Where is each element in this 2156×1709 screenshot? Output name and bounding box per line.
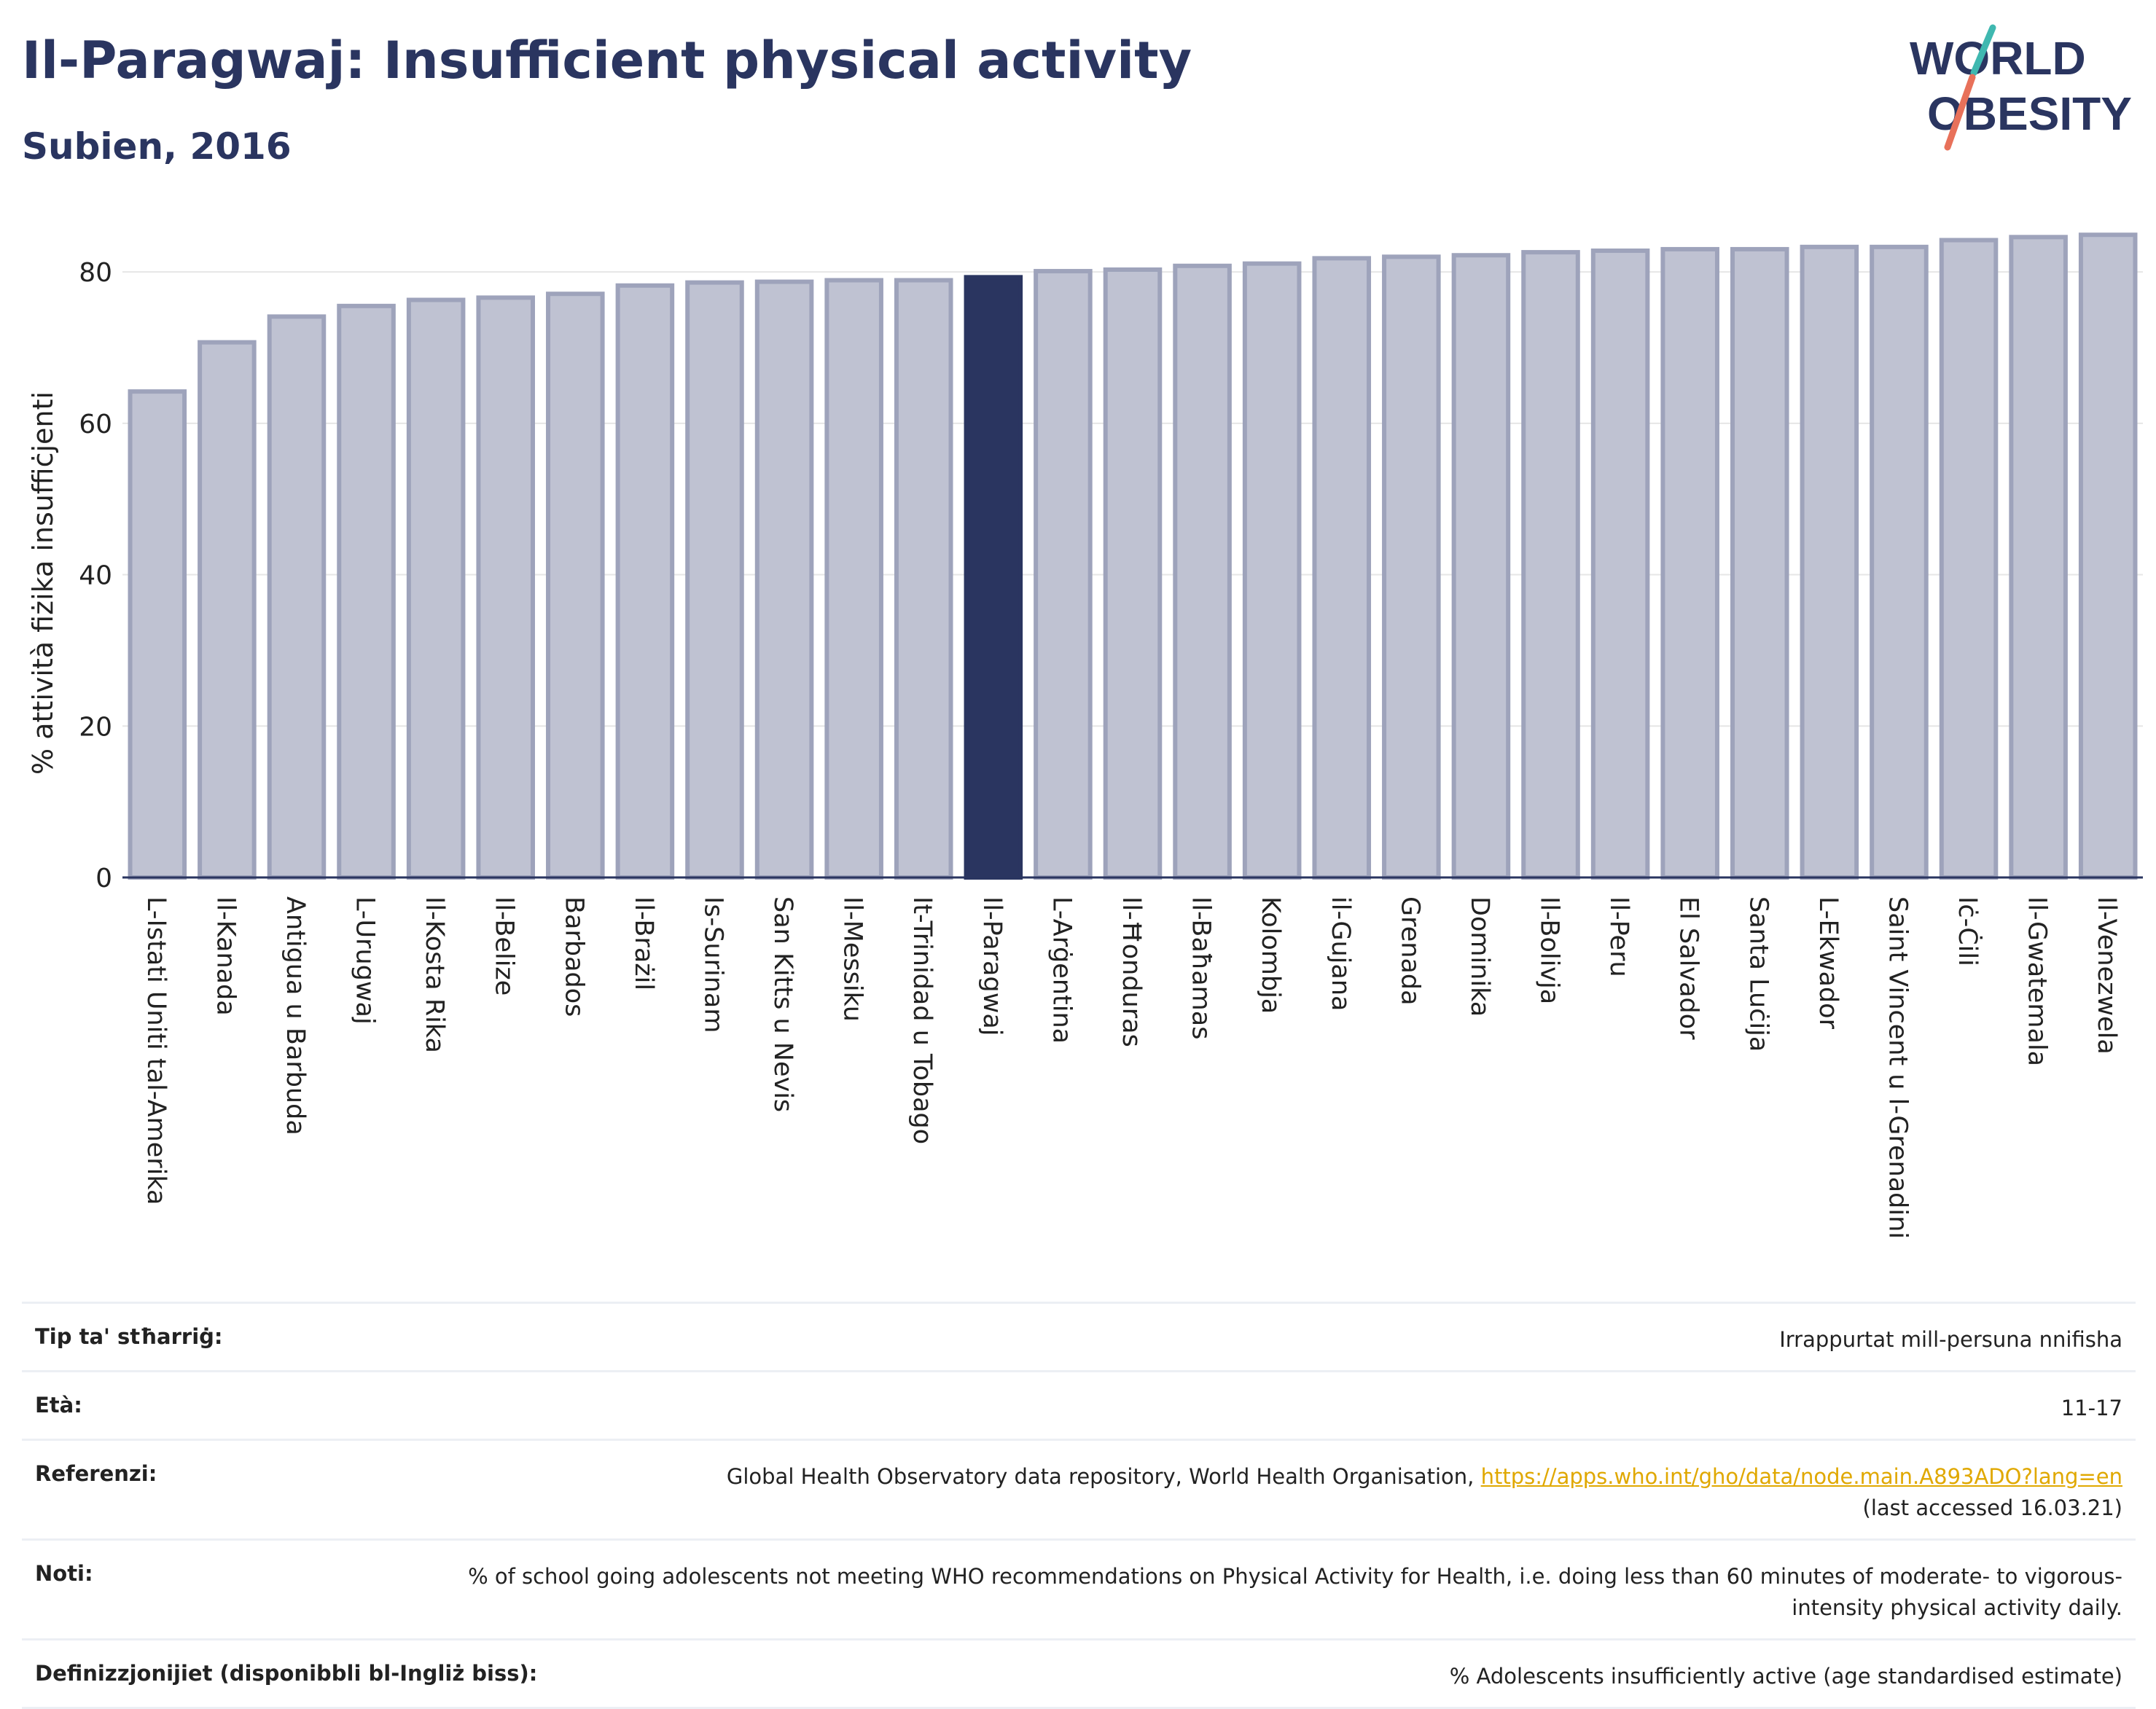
bar [1730,246,1789,880]
bar [2009,235,2068,880]
category-label: Barbados [559,896,588,1017]
bar [2078,232,2138,880]
bar [1312,256,1372,880]
category-label: L-Ekwador [1813,896,1843,1030]
category-label: Is-Surinam [698,896,727,1033]
page-subtitle: Subien, 2016 [22,125,292,168]
category-label: Il-Belize [490,896,519,996]
logo-slash-teal-icon [1970,24,1996,77]
y-axis-label: % attività fiżika insuffiċjenti [27,391,59,775]
category-label: Saint Vincent u l-Grenadini [1883,896,1912,1239]
bar [1800,244,1859,880]
bar-highlighted [964,275,1023,880]
bar [198,340,257,880]
meta-value: Global Health Observatory data repositor… [727,1461,2122,1524]
meta-label: Referenzi: [35,1461,157,1486]
meta-row-age: Età: 11-17 [22,1370,2136,1439]
y-tick-label: 80 [79,258,112,288]
bar [685,280,744,880]
y-tick-label: 20 [79,712,112,742]
bar [1660,246,1719,880]
logo-slash-coral-icon [1944,74,1976,151]
category-label: Iċ-Ċili [1953,896,1983,966]
category-label: Il-Brażil [629,896,658,990]
category-label: Il-Baħamas [1187,896,1216,1039]
category-label: Antigua u Barbuda [281,896,310,1135]
bar [1451,253,1511,880]
bar [754,279,814,880]
meta-label: Definizzjonijiet (disponibbli bl-Ingliż … [35,1661,538,1686]
bars [128,232,2138,880]
bar [1590,249,1650,880]
meta-row-references: Referenzi: Global Health Observatory dat… [22,1439,2136,1538]
category-label: El Salvador [1674,896,1703,1040]
world-obesity-logo: WORLD OBESITY [1910,24,2132,151]
bar [476,295,536,880]
category-label: Il-Kanada [211,896,240,1016]
meta-row-definitions: Definizzjonijiet (disponibbli bl-Ingliż … [22,1638,2136,1709]
bar [1870,244,1929,880]
bar [1521,250,1580,880]
category-label: Dominika [1465,896,1494,1017]
bar [546,292,605,880]
category-label: L-Arġentina [1047,896,1076,1044]
bar [1242,261,1302,880]
bar [406,297,466,880]
category-label: San Kitts u Nevis [768,896,797,1112]
category-label: il-Gujana [1326,896,1355,1011]
logo-text-line1: WORLD [1910,32,2086,85]
meta-label: Noti: [35,1561,93,1586]
page-title: Il-Paragwaj: Insufficient physical activ… [22,31,1192,90]
category-label: Il-Bolivja [1535,896,1564,1004]
category-label: It-Trinidad u Tobago [907,896,937,1144]
category-label: Santa Luċija [1743,896,1773,1052]
bar [824,278,883,880]
category-label: L-Urugwaj [351,896,380,1025]
bar [894,278,953,880]
bar [1034,269,1093,880]
bar [615,283,675,880]
metadata-table: Tip ta' stħarriġ: Irrappurtat mill-persu… [22,1302,2136,1709]
y-tick-label: 0 [95,864,112,893]
bar [1173,263,1232,880]
y-tick-label: 40 [79,561,112,591]
reference-accessed: (last accessed 16.03.21) [1862,1495,2122,1520]
category-label: Il-Gwatemala [2023,896,2052,1066]
category-labels: L-Istati Uniti tal-Amerika Il-Kanada Antig… [141,896,2121,1239]
category-label: Il-Peru [1604,896,1633,977]
category-label: Il-Messiku [838,896,867,1022]
category-label: Grenada [1395,896,1424,1006]
category-label: Il-Paragwaj [977,896,1007,1036]
bar [337,303,396,880]
meta-label: Tip ta' stħarriġ: [35,1324,223,1349]
category-label: L-Istati Uniti tal-Amerika [141,896,171,1205]
category-label: Il-Ħonduras [1117,896,1146,1047]
y-tick-label: 60 [79,410,112,439]
axes: 0 20 40 60 80 [79,258,2143,893]
category-label: Il-Kosta Rika [420,896,449,1053]
meta-value: % Adolescents insufficiently active (age… [1449,1664,2122,1689]
meta-value: Irrappurtat mill-persuna nnifisha [1779,1327,2122,1352]
meta-row-survey-type: Tip ta' stħarriġ: Irrappurtat mill-persu… [22,1302,2136,1370]
category-label: Kolombja [1256,896,1285,1014]
meta-value: % of school going adolescents not meetin… [468,1564,2122,1620]
bar-chart: 0 20 40 60 80 L-Istati Uniti tal-Amerika Il-K… [27,232,2143,1239]
bar [1939,238,1999,880]
bar [128,389,187,880]
category-label: Il-Venezwela [2092,896,2121,1055]
bar [1103,267,1163,880]
bar [1382,254,1441,880]
reference-link[interactable]: https://apps.who.int/gho/data/node.main.… [1480,1464,2122,1489]
reference-text: Global Health Observatory data repositor… [726,1464,1481,1489]
meta-row-notes: Noti: % of school going adolescents not … [22,1538,2136,1638]
meta-value: 11-17 [2061,1396,2122,1420]
meta-label: Età: [35,1393,82,1417]
bar [267,314,327,880]
